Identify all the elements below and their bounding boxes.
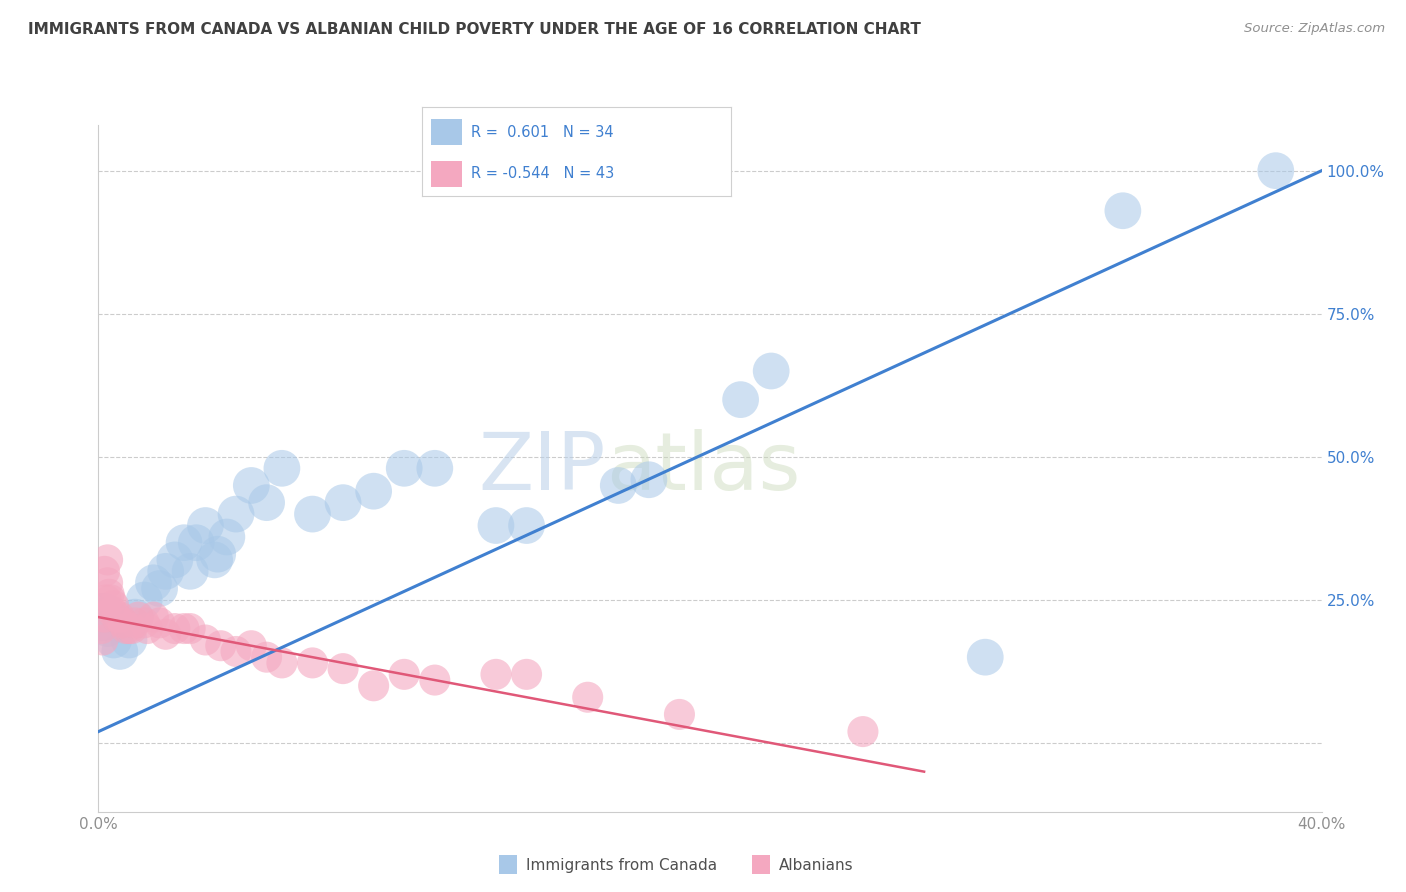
Point — [225, 507, 247, 521]
Point — [97, 575, 120, 590]
Point — [94, 593, 117, 607]
Point — [118, 633, 141, 648]
Point — [149, 615, 172, 630]
Point — [207, 547, 229, 561]
Point — [105, 610, 128, 624]
Point — [115, 622, 138, 636]
Point — [194, 633, 217, 648]
Point — [301, 507, 323, 521]
Point — [607, 478, 630, 492]
Point — [270, 656, 294, 670]
Point — [111, 615, 134, 630]
Point — [97, 553, 120, 567]
Point — [392, 461, 416, 475]
Point — [179, 565, 201, 579]
Text: Albanians: Albanians — [779, 858, 853, 872]
Point — [186, 535, 208, 549]
Point — [155, 627, 177, 641]
Point — [215, 530, 238, 544]
Point — [761, 364, 783, 378]
Point — [173, 535, 195, 549]
Point — [103, 633, 125, 648]
Point — [98, 587, 121, 601]
Point — [1264, 163, 1286, 178]
Text: atlas: atlas — [606, 429, 800, 508]
Point — [225, 644, 247, 658]
Point — [136, 622, 159, 636]
Point — [173, 622, 195, 636]
Point — [124, 615, 146, 630]
Point — [209, 639, 232, 653]
Point — [485, 667, 508, 681]
Point — [332, 662, 354, 676]
Point — [91, 633, 114, 648]
Point — [97, 622, 120, 636]
Text: ZIP: ZIP — [478, 429, 606, 508]
Point — [127, 610, 149, 624]
Point — [1112, 203, 1135, 218]
Point — [100, 593, 122, 607]
Point — [516, 518, 538, 533]
Point — [121, 622, 143, 636]
Point — [270, 461, 294, 475]
Point — [163, 622, 186, 636]
Point — [668, 707, 690, 722]
Point — [301, 656, 323, 670]
Point — [256, 496, 278, 510]
Point — [101, 604, 124, 618]
Point — [93, 565, 115, 579]
Point — [730, 392, 752, 407]
Point — [142, 575, 165, 590]
Point — [163, 553, 186, 567]
Point — [516, 667, 538, 681]
Point — [118, 622, 141, 636]
Text: Source: ZipAtlas.com: Source: ZipAtlas.com — [1244, 22, 1385, 36]
Point — [124, 610, 146, 624]
Text: R =  0.601   N = 34: R = 0.601 N = 34 — [471, 125, 614, 139]
Point — [240, 478, 263, 492]
Text: Immigrants from Canada: Immigrants from Canada — [526, 858, 717, 872]
Point — [240, 639, 263, 653]
Point — [485, 518, 508, 533]
Point — [204, 553, 226, 567]
Point — [423, 461, 446, 475]
Point — [974, 650, 997, 665]
Point — [363, 484, 385, 499]
Point — [103, 599, 125, 613]
Point — [90, 622, 112, 636]
Point — [423, 673, 446, 687]
Point — [392, 667, 416, 681]
Point — [852, 724, 875, 739]
Point — [108, 644, 131, 658]
Point — [363, 679, 385, 693]
Point — [638, 473, 661, 487]
Text: IMMIGRANTS FROM CANADA VS ALBANIAN CHILD POVERTY UNDER THE AGE OF 16 CORRELATION: IMMIGRANTS FROM CANADA VS ALBANIAN CHILD… — [28, 22, 921, 37]
Point — [108, 610, 131, 624]
Point — [90, 610, 112, 624]
Point — [576, 690, 599, 705]
Point — [256, 650, 278, 665]
Point — [155, 565, 177, 579]
Point — [179, 622, 201, 636]
Point — [149, 582, 172, 596]
Point — [332, 496, 354, 510]
Point — [142, 610, 165, 624]
Point — [134, 615, 156, 630]
Point — [134, 593, 156, 607]
Point — [93, 610, 115, 624]
Point — [91, 610, 114, 624]
Bar — [432, 119, 463, 145]
Bar — [432, 161, 463, 187]
Point — [194, 518, 217, 533]
Text: R = -0.544   N = 43: R = -0.544 N = 43 — [471, 167, 614, 181]
